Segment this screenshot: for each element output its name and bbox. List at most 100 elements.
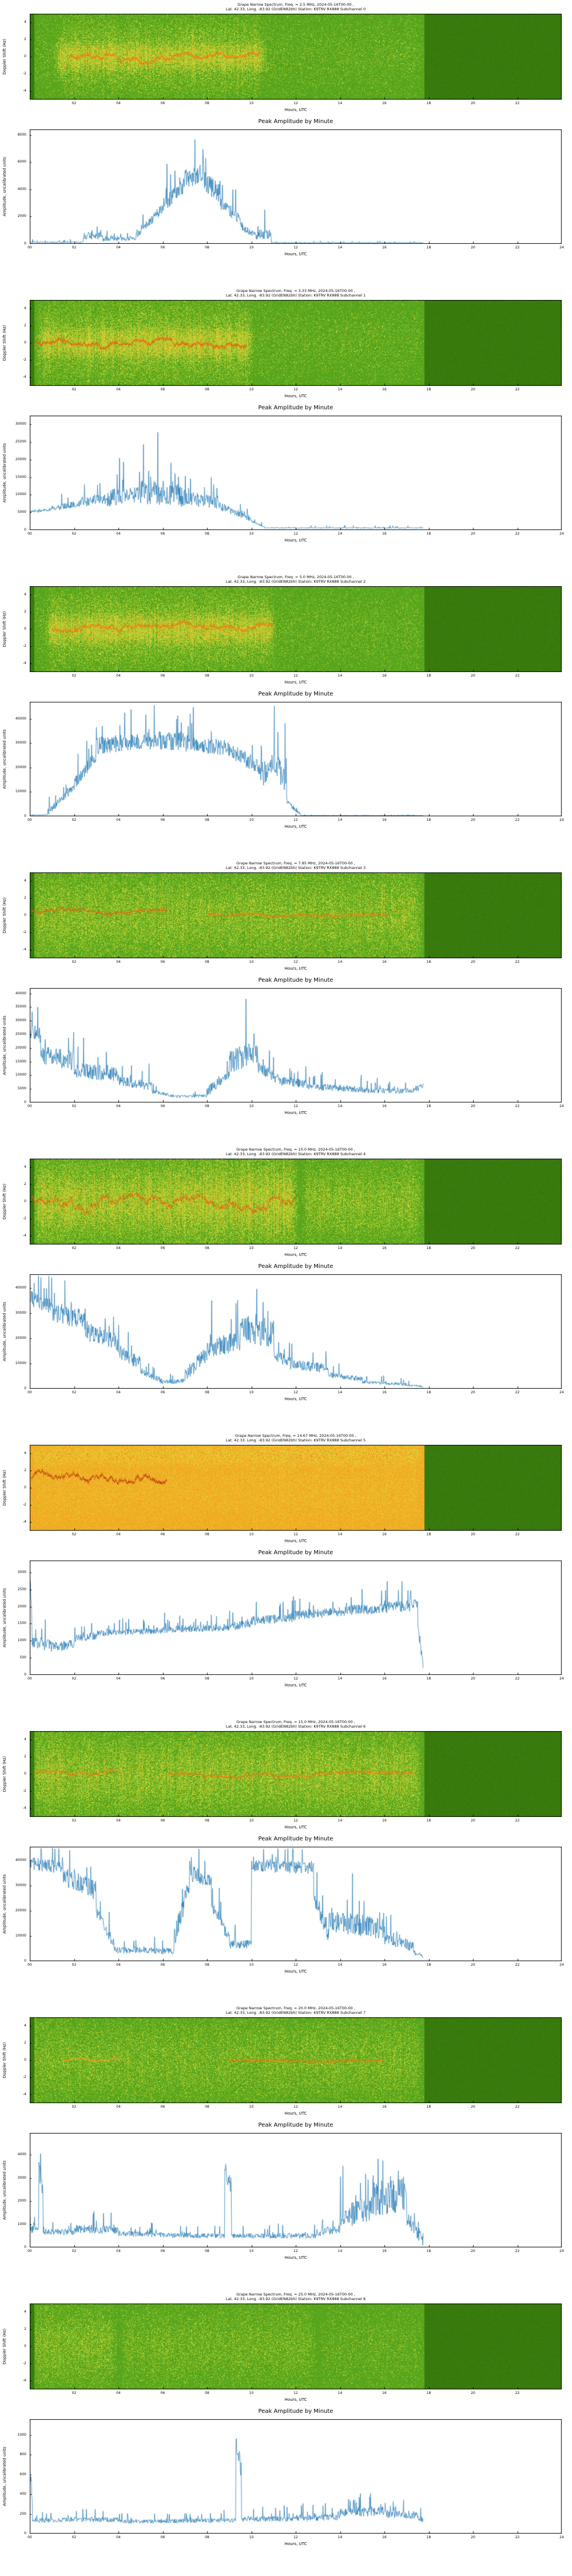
amplitude-ytick-label: 3000 [17,2175,26,2180]
spectrogram-xtick-label: 10 [249,2105,254,2109]
spectrogram-xtick-label: 02 [72,101,77,105]
spectrogram-xtick-label: 06 [160,1532,165,1536]
spectrogram-title-line2: Lat. 42.33, Long. -83.92 (GridEN82bh) St… [225,1438,366,1443]
amplitude-xtick-label: 14 [337,246,343,250]
amplitude-xtick-label: 22 [515,818,520,822]
subchannel-block-6: Grape Narrow Spectrum, Freq. = 15.0 MHz,… [0,1717,572,2004]
spectrogram-xtick-label: 12 [293,2105,298,2109]
spectrogram-ytick-label: -2 [23,1789,26,1793]
spectrogram-xtick-label: 08 [205,2105,209,2109]
spectrogram-xtick-label: 12 [293,388,298,392]
amplitude-xtick-label: 00 [27,1963,32,1967]
amplitude-xtick-label: 10 [249,2249,254,2253]
amplitude-xlabel: Hours, UTC [284,1683,307,1688]
spectrogram-xtick-label: 14 [337,1819,343,1823]
amplitude-xtick-label: 00 [27,1104,32,1108]
spectrogram-xtick-label: 20 [471,960,475,964]
amplitude-xtick-label: 14 [337,1390,343,1394]
amplitude-xtick-label: 04 [116,532,121,536]
spectrogram-xtick-label: 04 [116,1246,121,1250]
spectrogram-xtick-label: 08 [205,101,209,105]
amplitude-ytick-label: 40000 [15,1858,26,1863]
spectrogram-xtick-label: 06 [160,101,165,105]
spectrogram-xtick-label: 12 [293,1246,298,1250]
amplitude-xtick-label: 00 [27,246,32,250]
amplitude-ytick-label: 20000 [15,457,26,461]
amplitude-xtick-label: 12 [293,2535,298,2539]
amplitude-xtick-label: 04 [116,246,121,250]
amplitude-ytick-label: 0 [24,2245,26,2249]
spectrogram-ytick-label: 0 [24,54,26,58]
spectrogram-title-line1: Grape Narrow Spectrum, Freq. = 10.0 MHz,… [236,1147,355,1152]
spectrogram-title-line2: Lat. 42.33, Long. -83.92 (GridEN82bh) St… [225,7,366,11]
amplitude-ytick-label: 4000 [17,187,26,191]
spectrogram-xtick-label: 14 [337,2391,343,2395]
spectrogram-ytick-label: -2 [23,644,26,648]
amplitude-plot [30,702,562,816]
amplitude-xtick-label: 16 [382,1963,387,1967]
spectrogram-ytick-label: 0 [24,2344,26,2348]
amplitude-xtick-label: 14 [337,1677,343,1681]
spectrogram-ytick-label: 0 [24,627,26,631]
amplitude-plot [30,1560,562,1675]
amplitude-title: Peak Amplitude by Minute [258,977,333,983]
spectrogram-ytick-label: -4 [23,1234,26,1238]
amplitude-ytick-label: 1000 [17,2432,26,2437]
amplitude-xtick-label: 06 [160,2249,165,2253]
spectrogram-xtick-label: 22 [515,960,520,964]
amplitude-ytick-label: 0 [24,1386,26,1390]
amplitude-ytick-label: 20000 [15,1336,26,1341]
spectrogram-xlabel: Hours, UTC [284,2111,307,2116]
amplitude-ytick-label: 800 [19,2452,26,2457]
spectrogram-ytick-label: -2 [23,358,26,362]
amplitude-plot [30,129,562,244]
spectrogram-ytick-label: -4 [23,2379,26,2383]
spectrogram-plot [30,872,562,958]
amplitude-xtick-label: 22 [515,2535,520,2539]
spectrogram-xtick-label: 02 [72,960,77,964]
amplitude-xtick-label: 16 [382,818,387,822]
amplitude-xtick-label: 08 [205,532,209,536]
amplitude-xtick-label: 18 [426,1677,431,1681]
amplitude-ytick-label: 600 [19,2472,26,2476]
amplitude-xtick-label: 14 [337,1963,343,1967]
spectrogram-xtick-label: 08 [205,674,209,678]
spectrogram-xtick-label: 06 [160,960,165,964]
spectrogram-xtick-label: 22 [515,1819,520,1823]
amplitude-xtick-label: 04 [116,1104,121,1108]
spectrogram-ytick-label: 0 [24,341,26,345]
spectrogram-ytick-label: -4 [23,661,26,665]
amplitude-title: Peak Amplitude by Minute [258,405,333,411]
amplitude-xtick-label: 24 [559,1104,564,1108]
amplitude-xlabel: Hours, UTC [284,252,307,256]
amplitude-title: Peak Amplitude by Minute [258,2408,333,2415]
amplitude-xtick-label: 14 [337,2535,343,2539]
amplitude-xtick-label: 00 [27,2249,32,2253]
spectrogram-ylabel: Doppler Shift (Hz) [2,2328,7,2365]
amplitude-xtick-label: 18 [426,1963,431,1967]
spectrogram-xtick-label: 08 [205,1532,209,1536]
amplitude-xtick-label: 24 [559,532,564,536]
spectrogram-title-line2: Lat. 42.33, Long. -83.92 (GridEN82bh) St… [225,293,366,298]
spectrogram-xtick-label: 04 [116,960,121,964]
spectrogram-xtick-label: 16 [382,1819,387,1823]
spectrogram-xtick-label: 04 [116,388,121,392]
spectrogram-ylabel: Doppler Shift (Hz) [2,2042,7,2079]
amplitude-xtick-label: 00 [27,818,32,822]
spectrogram-xlabel: Hours, UTC [284,1539,307,1543]
amplitude-xtick-label: 12 [293,1104,298,1108]
amplitude-xtick-label: 10 [249,818,254,822]
spectrogram-ytick-label: -2 [23,2361,26,2365]
amplitude-xtick-label: 16 [382,2249,387,2253]
spectrogram-ylabel: Doppler Shift (Hz) [2,611,7,647]
amplitude-xtick-label: 20 [471,1104,475,1108]
spectrogram-xtick-label: 18 [426,2391,431,2395]
amplitude-ytick-label: 500 [19,1656,26,1660]
spectrogram-ytick-label: 4 [24,2024,26,2028]
amplitude-xtick-label: 06 [160,246,165,250]
spectrogram-xtick-label: 06 [160,2105,165,2109]
spectrogram-xtick-label: 22 [515,1246,520,1250]
amplitude-ytick-label: 0 [24,1959,26,1963]
amplitude-xtick-label: 24 [559,2535,564,2539]
spectrogram-xlabel: Hours, UTC [284,1825,307,1830]
